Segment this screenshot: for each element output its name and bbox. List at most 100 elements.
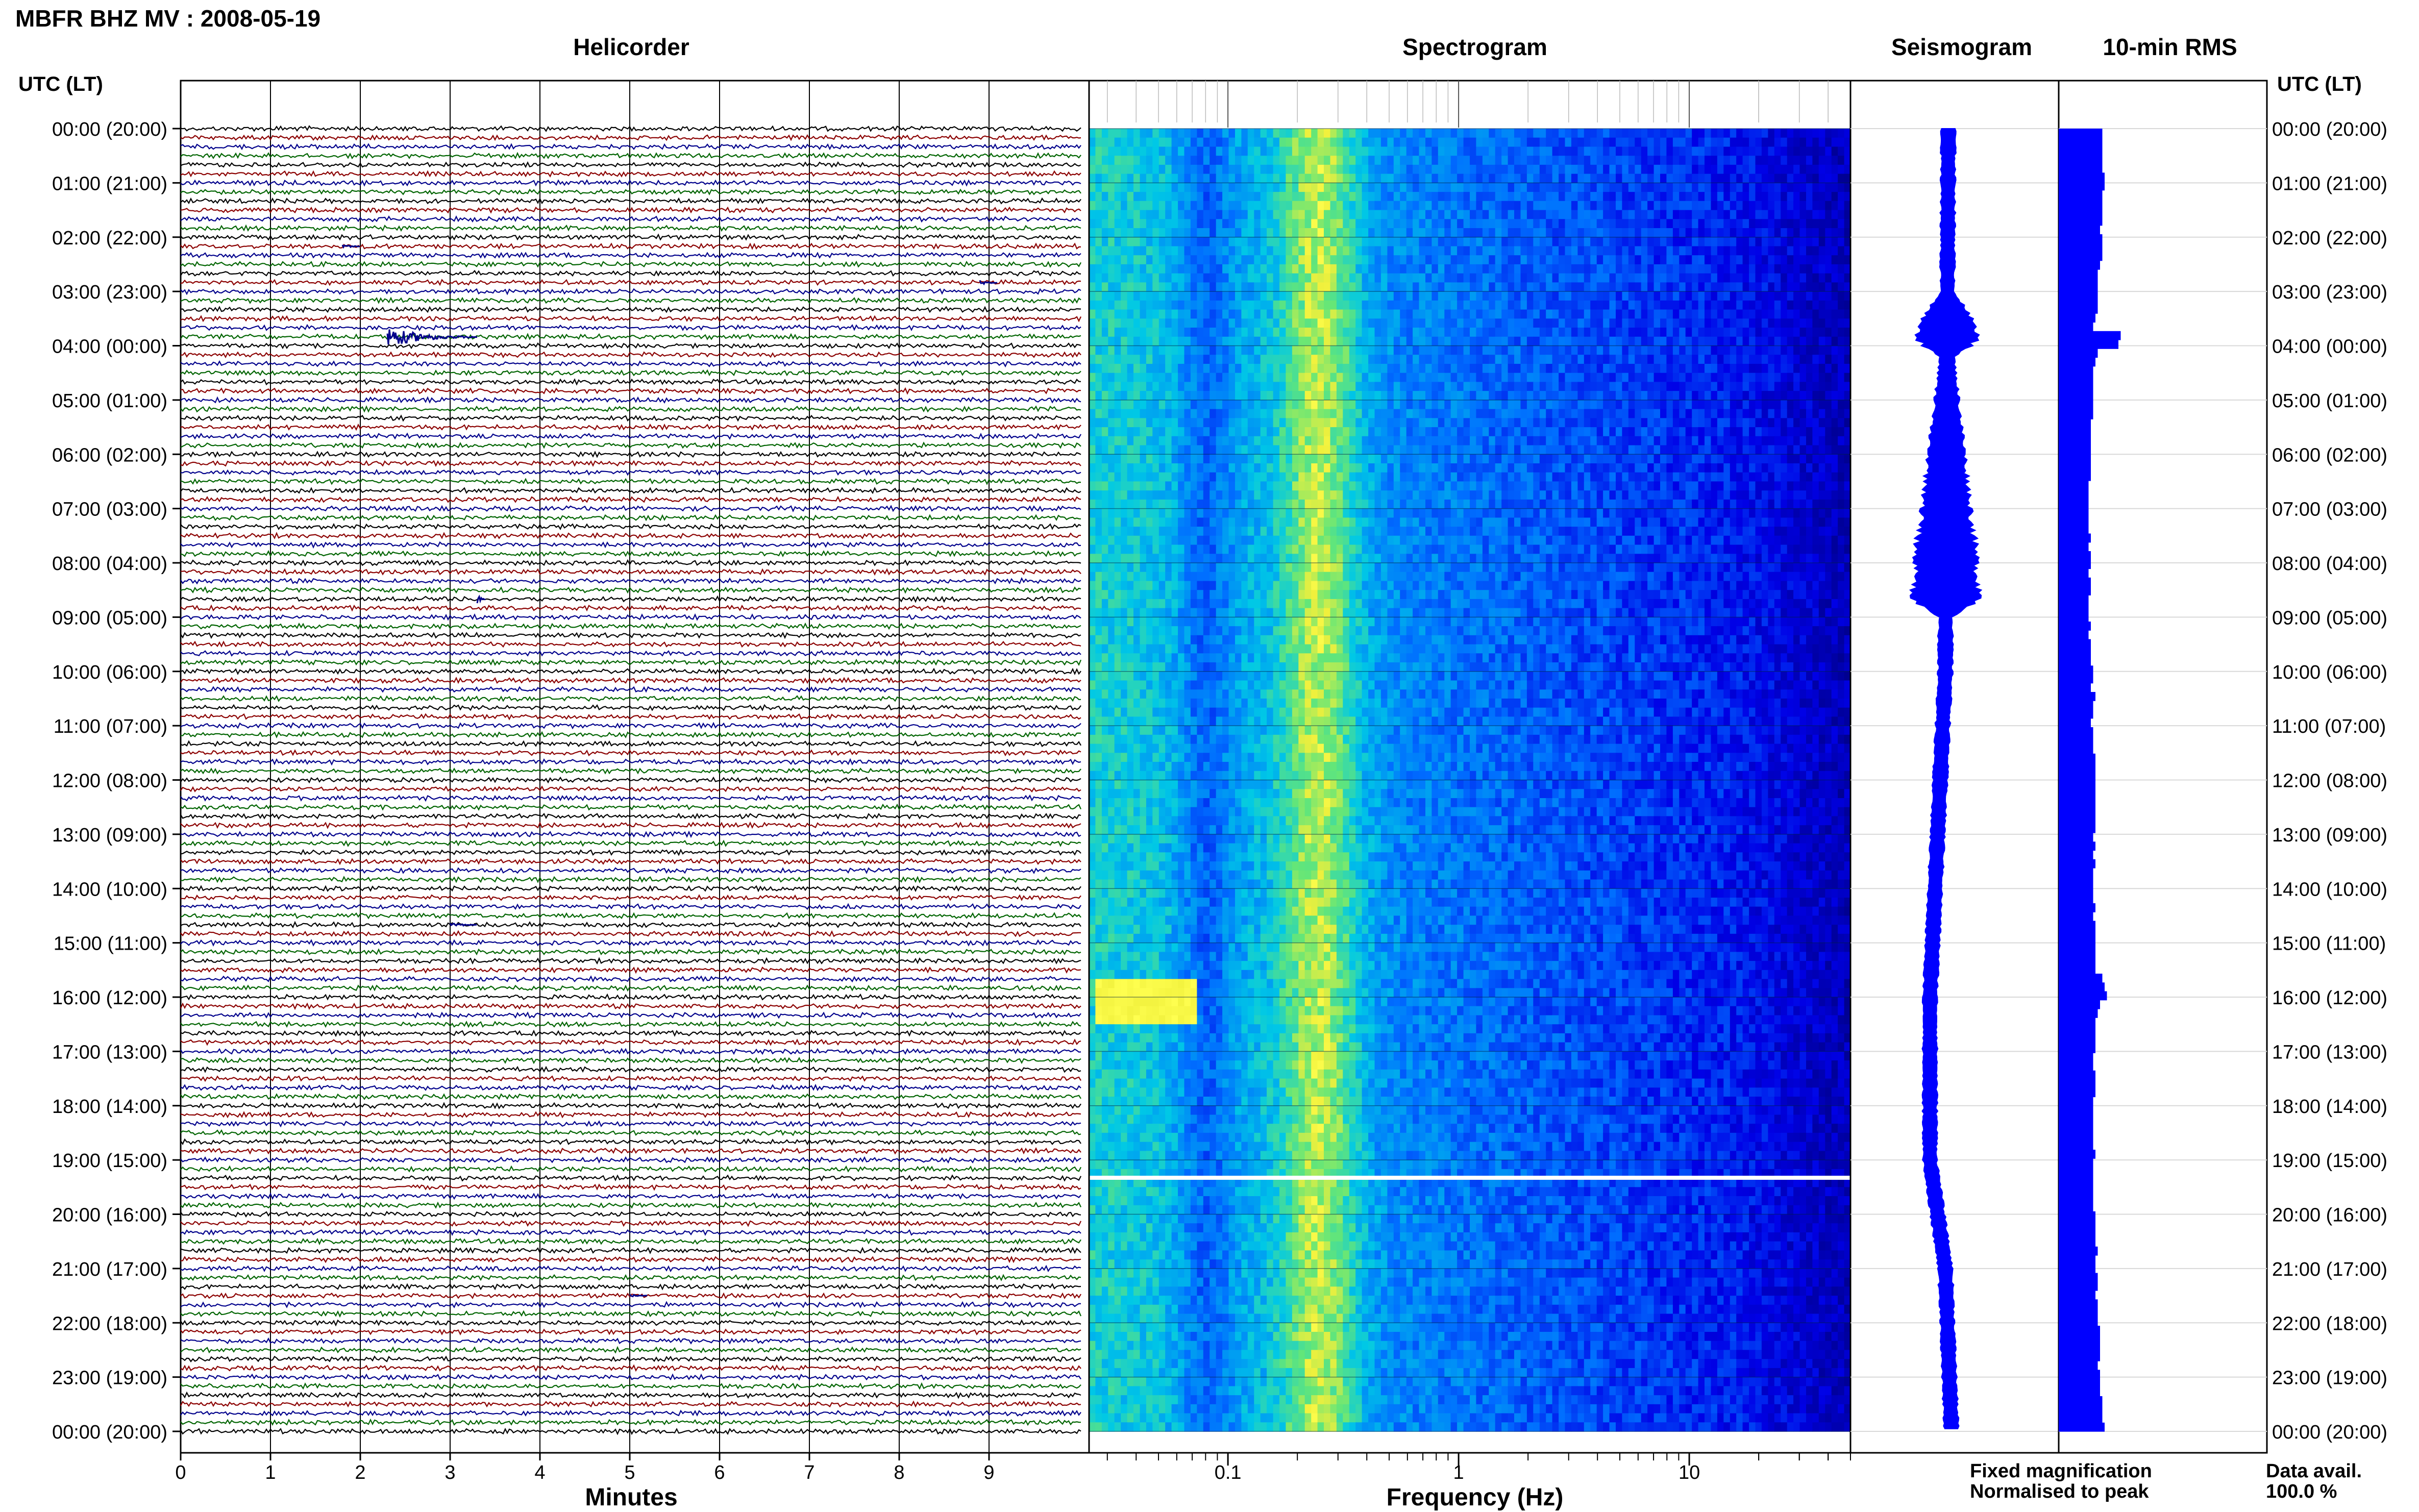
spectrogram-cell <box>1520 436 1527 446</box>
spectrogram-cell <box>1108 336 1115 346</box>
spectrogram-cell <box>1222 228 1229 238</box>
spectrogram-cell <box>1799 355 1807 364</box>
spectrogram-cell <box>1380 328 1388 337</box>
spectrogram-cell <box>1705 183 1711 192</box>
spectrogram-cell <box>1781 336 1788 346</box>
helicorder-trace <box>180 794 1081 802</box>
spectrogram-cell <box>1806 328 1813 337</box>
spectrogram-cell <box>1692 137 1699 147</box>
time-ticks-right: 00:00 (20:00)01:00 (21:00)02:00 (22:00)0… <box>2272 119 2387 1443</box>
spectrogram-cell <box>1552 409 1559 418</box>
spectrogram-cell <box>1799 318 1807 328</box>
spectrogram-cell <box>1793 291 1800 301</box>
spectrogram-cell <box>1254 355 1261 364</box>
spectrogram-cell <box>1425 228 1432 238</box>
spectrogram-cell <box>1672 255 1680 265</box>
spectrogram-cell <box>1121 373 1128 382</box>
spectrogram-cell <box>1711 436 1718 446</box>
spectrogram-cell <box>1831 373 1838 382</box>
spectrogram-cell <box>1495 427 1502 437</box>
spectrogram-cell <box>1178 273 1185 283</box>
spectrogram-cell <box>1825 400 1832 410</box>
spectrogram-cell <box>1559 255 1566 265</box>
spectrogram-cell <box>1438 255 1445 265</box>
spectrogram-cell <box>1444 137 1451 147</box>
spectrogram-cell <box>1146 183 1153 192</box>
spectrogram-cell <box>1520 146 1527 156</box>
spectrogram-cell <box>1685 173 1692 183</box>
spectrogram-cell <box>1520 309 1527 319</box>
spectrogram-cell <box>1330 318 1337 328</box>
spectrogram-cell <box>1190 436 1197 446</box>
spectrogram-cell <box>1603 300 1610 310</box>
spectrogram-cell <box>1152 255 1159 265</box>
spectrogram-cell <box>1799 173 1807 183</box>
spectrogram-cell <box>1380 436 1388 446</box>
spectrogram-cell <box>1812 400 1819 410</box>
spectrogram-cell <box>1781 129 1788 138</box>
spectrogram-cell <box>1203 427 1210 437</box>
spectrogram-cell <box>1279 418 1286 428</box>
spectrogram-cell <box>1108 309 1115 319</box>
spectrogram-cell <box>1203 328 1210 337</box>
spectrogram-cell <box>1380 454 1388 464</box>
time-tick-label-right: 00:00 (20:00) <box>2272 119 2387 140</box>
spectrogram-cell <box>1736 137 1743 147</box>
helicorder-trace <box>180 1138 1081 1146</box>
spectrogram-cell <box>1571 463 1578 473</box>
spectrogram-cell <box>1114 228 1121 238</box>
spectrogram-cell <box>1349 318 1356 328</box>
spectrogram-cell <box>1679 210 1686 219</box>
spectrogram-cell <box>1140 291 1147 301</box>
spectrogram-cell <box>1324 183 1330 192</box>
spectrogram-cell <box>1095 300 1102 310</box>
spectrogram-cell <box>1742 237 1749 247</box>
spectrogram-cell <box>1844 137 1851 147</box>
spectrogram-cell <box>1089 427 1096 437</box>
spectrogram-cell <box>1267 237 1274 247</box>
spectrogram-cell <box>1546 264 1553 274</box>
spectrogram-cell <box>1508 137 1515 147</box>
spectrogram-cell <box>1685 183 1692 192</box>
spectrogram-cell <box>1089 273 1096 283</box>
spectrogram-cell <box>1362 146 1369 156</box>
spectrogram-cell <box>1184 282 1191 292</box>
spectrogram-cell <box>1793 445 1800 455</box>
spectrogram-cell <box>1749 129 1756 138</box>
spectrogram-cell <box>1635 418 1642 428</box>
time-tick-label-left: 00:00 (20:00) <box>52 119 167 140</box>
spectrogram-cell <box>1717 300 1724 310</box>
spectrogram-cell <box>1787 129 1794 138</box>
time-tick-label-left: 19:00 (15:00) <box>52 1150 167 1172</box>
helicorder-trace <box>180 857 1081 865</box>
spectrogram-cell <box>1495 246 1502 256</box>
spectrogram-cell <box>1279 355 1286 364</box>
spectrogram-cell <box>1470 400 1476 410</box>
spectrogram-cell <box>1812 219 1819 229</box>
spectrogram-cell <box>1730 300 1737 310</box>
spectrogram-cell <box>1101 463 1108 473</box>
spectrogram-cell <box>1470 156 1476 165</box>
spectrogram-cell <box>1526 291 1534 301</box>
spectrogram-cell <box>1730 472 1737 482</box>
spectrogram-cell <box>1343 454 1350 464</box>
spectrogram-cell <box>1203 409 1210 418</box>
spectrogram-cell <box>1793 146 1800 156</box>
spectrogram-cell <box>1546 436 1553 446</box>
spectrogram-cell <box>1165 300 1172 310</box>
spectrogram-cell <box>1279 219 1286 229</box>
spectrogram-cell <box>1818 264 1825 274</box>
spectrogram-cell <box>1628 345 1635 355</box>
spectrogram-cell <box>1127 146 1134 156</box>
spectrogram-cell <box>1216 364 1223 374</box>
spectrogram-cell <box>1539 454 1546 464</box>
spectrogram-cell <box>1133 373 1140 382</box>
spectrogram-cell <box>1781 355 1788 364</box>
spectrogram-cell <box>1698 436 1705 446</box>
spectrogram-cell <box>1190 255 1197 265</box>
spectrogram-cell <box>1330 400 1337 410</box>
spectrogram-cell <box>1590 210 1597 219</box>
spectrogram-cell <box>1501 255 1509 265</box>
spectrogram-cell <box>1666 156 1673 165</box>
spectrogram-cell <box>1603 219 1610 229</box>
